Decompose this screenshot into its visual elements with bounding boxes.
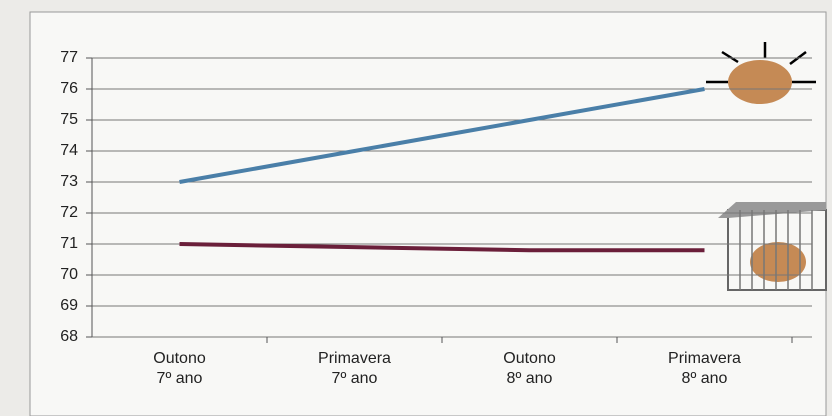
y-tick-label: 77 — [60, 49, 78, 66]
y-tick-label: 72 — [60, 204, 78, 221]
y-tick-label: 74 — [60, 142, 78, 159]
y-tick-label: 75 — [60, 111, 78, 128]
x-tick-label: 8º ano — [682, 370, 728, 387]
caged-brain-icon — [718, 202, 827, 291]
x-tick-label: Primavera — [668, 350, 741, 367]
x-tick-label: Outono — [153, 350, 206, 367]
chart-frame — [29, 11, 827, 416]
y-tick-label: 69 — [60, 297, 78, 314]
series-line — [179, 242, 705, 253]
y-tick-label: 73 — [60, 173, 78, 190]
y-tick-label: 70 — [60, 266, 78, 283]
y-tick-label: 76 — [60, 80, 78, 97]
x-tick-label: Outono — [503, 350, 556, 367]
y-tick-label: 68 — [60, 328, 78, 345]
x-tick-label: Primavera — [318, 350, 391, 367]
x-tick-label: 8º ano — [507, 370, 553, 387]
x-tick-label: 7º ano — [332, 370, 378, 387]
brain-icon — [706, 42, 816, 104]
series-line — [179, 87, 705, 184]
y-tick-label: 71 — [60, 235, 78, 252]
x-tick-label: 7º ano — [157, 370, 203, 387]
